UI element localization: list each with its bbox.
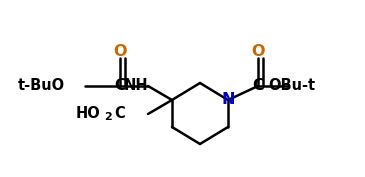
Text: HO: HO [75, 107, 100, 121]
Text: 2: 2 [104, 112, 112, 122]
Text: OBu-t: OBu-t [268, 79, 315, 93]
Text: O: O [251, 44, 265, 59]
Text: O: O [113, 44, 127, 59]
Text: t-BuO: t-BuO [18, 79, 65, 93]
Text: C: C [252, 79, 264, 93]
Text: NH: NH [123, 79, 148, 93]
Text: N: N [221, 93, 235, 107]
Text: C: C [114, 107, 125, 121]
Text: C: C [114, 79, 126, 93]
